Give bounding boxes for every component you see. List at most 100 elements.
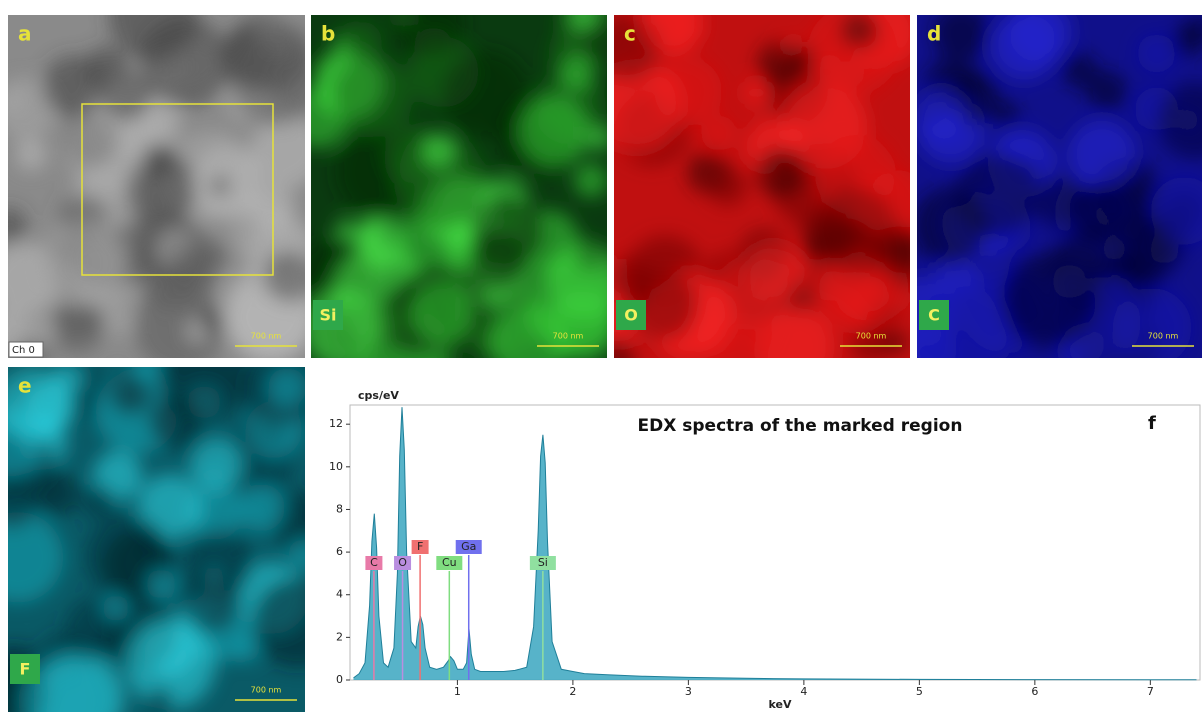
texture-blob bbox=[52, 367, 84, 395]
element-label: Si bbox=[319, 306, 336, 325]
texture bbox=[917, 15, 1202, 358]
scale-bar-label: 700 nm bbox=[1148, 332, 1179, 341]
texture-blob bbox=[1084, 263, 1106, 285]
texture-blob bbox=[208, 174, 232, 198]
element-tag bbox=[411, 540, 429, 554]
texture-blob bbox=[42, 55, 106, 119]
texture-blob bbox=[108, 372, 152, 416]
element-tag bbox=[529, 556, 556, 570]
x-axis-label: keV bbox=[769, 698, 792, 711]
texture-blob bbox=[917, 188, 989, 266]
texture-blob bbox=[422, 133, 457, 168]
texture-blob bbox=[200, 309, 224, 333]
texture-blob bbox=[468, 228, 530, 290]
panel-letter: b bbox=[321, 22, 335, 46]
texture-blob bbox=[250, 114, 305, 188]
texture-blob bbox=[1061, 52, 1098, 89]
texture-blob bbox=[518, 94, 591, 167]
texture-blob bbox=[169, 244, 216, 290]
texture-blob bbox=[100, 70, 152, 121]
texture-blob bbox=[334, 219, 357, 241]
micrograph bbox=[614, 15, 910, 358]
texture-blob bbox=[1108, 275, 1130, 297]
texture-blob bbox=[104, 307, 134, 337]
texture-blob bbox=[812, 53, 842, 83]
texture-blob bbox=[614, 59, 683, 151]
texture-blob bbox=[800, 258, 844, 301]
element-tag-label: Si bbox=[538, 556, 548, 569]
element-label: O bbox=[624, 306, 638, 325]
panel-letter: c bbox=[624, 22, 636, 46]
y-tick-label: 12 bbox=[329, 417, 343, 430]
texture-blob bbox=[441, 50, 530, 139]
texture-blob bbox=[935, 254, 979, 298]
texture-blob bbox=[840, 15, 879, 49]
texture-blob bbox=[573, 163, 607, 198]
texture-blob bbox=[1112, 288, 1192, 358]
panel-letter: a bbox=[18, 22, 32, 46]
texture-blob bbox=[1086, 70, 1128, 112]
texture-blob bbox=[394, 135, 488, 229]
channel-box bbox=[8, 341, 44, 358]
texture-blob bbox=[755, 148, 806, 198]
texture-blob bbox=[8, 87, 25, 114]
texture-blob bbox=[568, 15, 599, 31]
texture-blob bbox=[558, 56, 595, 93]
scale-bar-label: 700 nm bbox=[251, 332, 282, 341]
scale-bar-label: 700 nm bbox=[856, 332, 887, 341]
texture-blob bbox=[65, 109, 147, 190]
element-tag bbox=[394, 556, 412, 570]
chart-panel-letter: f bbox=[1148, 413, 1156, 434]
texture-blob bbox=[156, 367, 249, 424]
texture-blob bbox=[1171, 23, 1202, 57]
texture-blob bbox=[125, 619, 216, 709]
texture-blob bbox=[756, 306, 835, 358]
texture-blob bbox=[639, 15, 704, 55]
panel-letter: e bbox=[18, 374, 32, 398]
texture bbox=[614, 15, 910, 358]
texture-blob bbox=[25, 315, 56, 346]
texture-blob bbox=[1067, 119, 1136, 188]
texture-blob bbox=[234, 638, 258, 663]
texture-blob bbox=[205, 142, 241, 178]
x-tick-label: 5 bbox=[916, 685, 923, 698]
element-box bbox=[919, 300, 949, 330]
element-tag-label: Cu bbox=[442, 556, 457, 569]
texture-blob bbox=[19, 657, 107, 712]
x-tick-label: 2 bbox=[569, 685, 576, 698]
element-tag bbox=[365, 556, 383, 570]
texture-blob bbox=[839, 61, 865, 87]
texture-blob bbox=[1034, 175, 1088, 228]
spectrum-line bbox=[353, 407, 1197, 681]
texture-blob bbox=[265, 251, 305, 304]
element-label: C bbox=[928, 306, 940, 325]
y-axis-label: cps/eV bbox=[358, 389, 399, 402]
texture-blob bbox=[743, 242, 803, 303]
texture-blob bbox=[1102, 212, 1171, 281]
texture-blob bbox=[341, 21, 382, 63]
micrograph bbox=[8, 367, 305, 712]
texture-blob bbox=[178, 569, 243, 634]
texture-blob bbox=[574, 238, 607, 272]
texture-blob bbox=[757, 41, 802, 86]
texture-blob bbox=[331, 56, 413, 138]
x-tick-label: 1 bbox=[454, 685, 461, 698]
y-tick-label: 10 bbox=[329, 460, 343, 473]
texture-blob bbox=[228, 32, 305, 127]
element-tag bbox=[455, 540, 482, 554]
y-tick-label: 2 bbox=[336, 630, 343, 643]
texture-blob bbox=[288, 538, 305, 569]
texture-blob bbox=[1008, 15, 1072, 63]
texture-blob bbox=[852, 276, 889, 312]
scale-bar-label: 700 nm bbox=[251, 686, 282, 695]
channel-label: Ch 0 bbox=[12, 345, 35, 356]
element-tag-label: C bbox=[370, 556, 378, 569]
texture-blob bbox=[811, 187, 897, 273]
texture-blob bbox=[146, 569, 176, 599]
element-box bbox=[10, 654, 40, 684]
texture bbox=[8, 15, 305, 358]
y-tick-label: 4 bbox=[336, 588, 343, 601]
element-box bbox=[313, 300, 343, 330]
texture-blob bbox=[1156, 82, 1202, 159]
